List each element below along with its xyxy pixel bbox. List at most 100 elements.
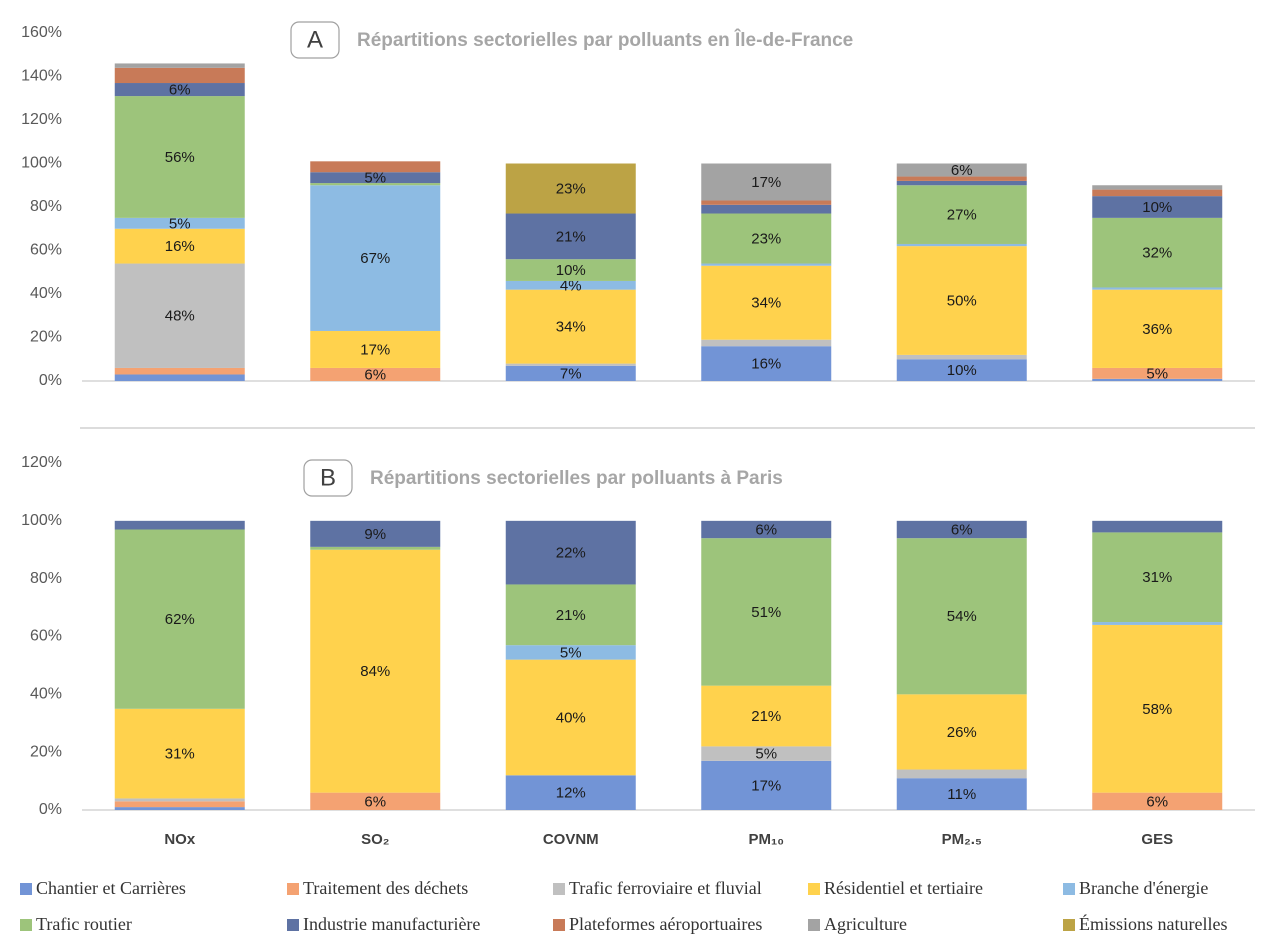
- data-label: 23%: [751, 231, 781, 248]
- bar-segment: [701, 346, 832, 381]
- y-tick-label: 100%: [21, 512, 62, 529]
- bar-segment: [1092, 532, 1223, 623]
- bar-segment: [505, 289, 636, 364]
- bar-segment: [114, 801, 245, 808]
- bar-segment: [896, 180, 1027, 186]
- data-label: 21%: [556, 607, 586, 624]
- data-label: 6%: [364, 366, 386, 383]
- legend-label: Trafic ferroviaire et fluvial: [569, 878, 762, 898]
- bar-segment: [1092, 185, 1223, 190]
- bar-segment: [505, 259, 636, 281]
- data-label: 9%: [364, 526, 386, 543]
- data-label: 17%: [751, 174, 781, 191]
- data-label: 6%: [755, 521, 777, 538]
- legend-label: Industrie manufacturière: [303, 914, 480, 934]
- data-label: 7%: [560, 365, 582, 382]
- legend-swatch: [20, 919, 32, 931]
- bar-segment: [896, 176, 1027, 181]
- data-label: 48%: [165, 308, 195, 325]
- bar-segment: [701, 520, 832, 539]
- y-tick-label: 120%: [21, 454, 62, 471]
- bar-segment: [1092, 289, 1223, 368]
- bar-segment: [701, 263, 832, 266]
- y-tick-label: 40%: [30, 285, 62, 302]
- panel-label: B: [320, 464, 336, 491]
- bar-segment: [701, 685, 832, 747]
- y-tick-label: 0%: [39, 372, 62, 389]
- bar-segment: [505, 584, 636, 646]
- y-tick-label: 160%: [21, 24, 62, 41]
- panel-box: [290, 21, 340, 59]
- data-label: 5%: [755, 746, 777, 763]
- legend-label: Branche d'énergie: [1079, 878, 1208, 898]
- bar-segment: [310, 330, 441, 368]
- bar-segment: [701, 163, 832, 201]
- x-tick-label: PM₁₀: [749, 831, 784, 848]
- bar-segment: [114, 228, 245, 264]
- bar-segment: [114, 63, 245, 68]
- data-label: 31%: [1142, 569, 1172, 586]
- bar-segment: [310, 367, 441, 381]
- bar-segment: [505, 659, 636, 776]
- y-tick-label: 60%: [30, 242, 62, 259]
- bar-segment: [310, 546, 441, 550]
- panel-box: [303, 459, 353, 497]
- y-tick-label: 0%: [39, 801, 62, 818]
- bar-segment: [896, 163, 1027, 177]
- bar-segment: [1092, 624, 1223, 793]
- panel-label: A: [307, 26, 323, 53]
- bar-segment: [1092, 622, 1223, 625]
- bar-segment: [701, 760, 832, 810]
- bar-segment: [114, 96, 245, 218]
- chart-title: Répartitions sectorielles par polluants …: [370, 468, 783, 489]
- data-label: 32%: [1142, 245, 1172, 262]
- bar-segment: [1092, 792, 1223, 810]
- legend-swatch: [553, 919, 565, 931]
- bar-segment: [896, 769, 1027, 779]
- data-label: 6%: [169, 82, 191, 99]
- bar-segment: [1092, 217, 1223, 288]
- bar-segment: [896, 243, 1027, 247]
- bar-segment: [505, 365, 636, 381]
- data-label: 56%: [165, 149, 195, 166]
- bar-segment: [1092, 196, 1223, 218]
- legend-label: Émissions naturelles: [1079, 913, 1227, 934]
- legend-swatch: [287, 883, 299, 895]
- bar-segment: [505, 363, 636, 366]
- bar-segment: [701, 538, 832, 686]
- data-label: 6%: [1146, 793, 1168, 810]
- bar-segment: [1092, 367, 1223, 379]
- legend-swatch: [808, 883, 820, 895]
- x-tick-label: COVNM: [543, 831, 599, 848]
- legend-label: Traitement des déchets: [303, 878, 468, 898]
- bar-segment: [701, 746, 832, 761]
- data-label: 62%: [165, 611, 195, 628]
- y-tick-label: 20%: [30, 329, 62, 346]
- bar-segment: [701, 265, 832, 340]
- data-label: 10%: [947, 362, 977, 379]
- legend-label: Chantier et Carrières: [36, 878, 186, 898]
- legend-label: Agriculture: [824, 914, 907, 934]
- bar-segment: [310, 792, 441, 810]
- data-label: 22%: [556, 545, 586, 562]
- bar-segment: [114, 708, 245, 799]
- bar-segment: [896, 185, 1027, 244]
- legend-label: Résidentiel et tertiaire: [824, 878, 983, 898]
- legend-swatch: [1063, 919, 1075, 931]
- data-label: 58%: [1142, 701, 1172, 718]
- bar-segment: [701, 200, 832, 205]
- data-label: 17%: [360, 341, 390, 358]
- legend-label: Plateformes aéroportuaires: [569, 914, 762, 934]
- data-label: 23%: [556, 180, 586, 197]
- bar-segment: [896, 520, 1027, 539]
- bar-segment: [505, 645, 636, 660]
- bar-segment: [896, 778, 1027, 810]
- bar-segment: [310, 520, 441, 547]
- data-label: 5%: [560, 644, 582, 661]
- bar-segment: [310, 172, 441, 184]
- data-label: 10%: [1142, 199, 1172, 216]
- y-tick-label: 80%: [30, 198, 62, 215]
- data-label: 17%: [751, 777, 781, 794]
- data-label: 50%: [947, 292, 977, 309]
